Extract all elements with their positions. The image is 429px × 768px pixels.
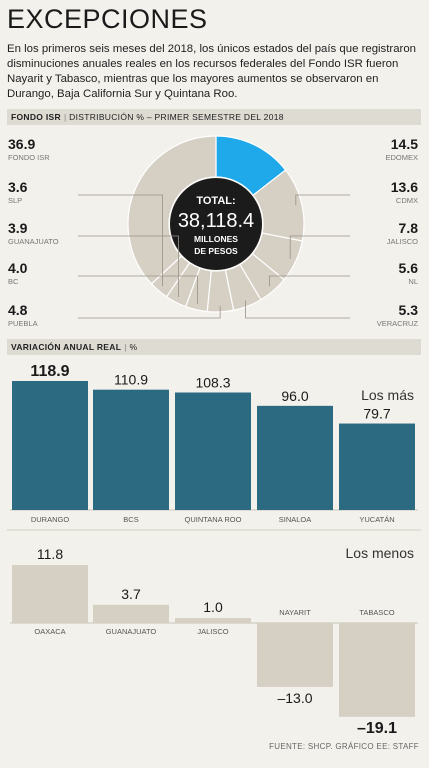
bar-charts: Los más 118.9 DURANGO 110.9 BCS 108.3 QUINTANA… bbox=[7, 363, 421, 737]
los-mas-label: Los más bbox=[361, 387, 414, 403]
bar-value-quintana-roo: 108.3 bbox=[195, 375, 230, 391]
pie-value-guanajuato: 3.9 bbox=[8, 220, 28, 236]
bar-yucatán bbox=[339, 423, 415, 510]
donut-center bbox=[170, 178, 262, 270]
pie-label-nl: NL bbox=[408, 277, 418, 286]
bar-value-sinaloa: 96.0 bbox=[281, 388, 308, 404]
pie-label-jalisco: JALISCO bbox=[387, 237, 418, 246]
leader-line-bc bbox=[78, 275, 199, 304]
pie-value-bc: 4.0 bbox=[8, 260, 28, 276]
total-label: TOTAL: bbox=[196, 195, 235, 207]
leader-line-cdmx bbox=[295, 194, 350, 206]
pie-value-slp: 3.6 bbox=[8, 179, 28, 195]
bar-value-oaxaca: 11.8 bbox=[37, 546, 63, 562]
bar-value-nayarit: –13.0 bbox=[277, 690, 312, 706]
bar-category-yucatán: YUCATÁN bbox=[359, 515, 394, 524]
intro-paragraph: En los primeros seis meses del 2018, los… bbox=[7, 43, 417, 100]
pie-value-nl: 5.6 bbox=[399, 260, 419, 276]
source-note: FUENTE: SHCP. GRÁFICO EE: STAFF bbox=[269, 742, 419, 751]
pie-slice-fondo-isr bbox=[127, 135, 217, 285]
pie-label-fondo-isr: FONDO ISR bbox=[8, 153, 50, 162]
bar-jalisco bbox=[175, 618, 251, 623]
bar-tabasco bbox=[339, 623, 415, 717]
bar-value-yucatán: 79.7 bbox=[363, 406, 390, 422]
pie-value-cdmx: 13.6 bbox=[391, 179, 418, 195]
bar-value-jalisco: 1.0 bbox=[203, 599, 223, 615]
pie-value-edomex: 14.5 bbox=[391, 136, 418, 152]
pie-label-slp: SLP bbox=[8, 196, 22, 205]
bar-category-oaxaca: OAXACA bbox=[34, 627, 65, 636]
bar-durango bbox=[12, 381, 88, 510]
pie-chart: TOTAL: 38,118.4 MILLONES DE PESOS 14.5EDOMEX… bbox=[8, 135, 419, 328]
los-menos-label: Los menos bbox=[346, 545, 414, 561]
bar-value-bcs: 110.9 bbox=[114, 372, 148, 388]
bar-value-durango: 118.9 bbox=[30, 363, 69, 380]
bar-bcs bbox=[93, 389, 169, 510]
leader-line-nl bbox=[269, 275, 350, 287]
bar-category-bcs: BCS bbox=[123, 515, 138, 524]
pie-label-cdmx: CDMX bbox=[396, 196, 418, 205]
bar-nayarit bbox=[257, 623, 333, 687]
pie-label-guanajuato: GUANAJUATO bbox=[8, 237, 59, 246]
bar-value-guanajuato: 3.7 bbox=[121, 586, 141, 602]
bar-category-guanajuato: GUANAJUATO bbox=[106, 627, 157, 636]
bar-category-tabasco: TABASCO bbox=[359, 608, 394, 617]
pie-label-veracruz: VERACRUZ bbox=[377, 319, 419, 328]
bar-oaxaca bbox=[12, 565, 88, 623]
pie-value-puebla: 4.8 bbox=[8, 302, 28, 318]
bar-section-desc: % bbox=[129, 342, 138, 352]
pie-section-key: FONDO ISR bbox=[11, 112, 61, 122]
pie-section-desc: DISTRIBUCIÓN % – PRIMER SEMESTRE DEL 201… bbox=[69, 112, 284, 122]
bar-section-header: VARIACIÓN ANUAL REAL |% bbox=[7, 339, 421, 355]
page-title: EXCEPCIONES bbox=[7, 4, 208, 34]
bar-sinaloa bbox=[257, 405, 333, 510]
leader-line-slp bbox=[78, 194, 163, 287]
bar-category-quintana-roo: QUINTANA ROO bbox=[185, 515, 242, 524]
pie-value-fondo-isr: 36.9 bbox=[8, 136, 35, 152]
pie-label-puebla: PUEBLA bbox=[8, 319, 38, 328]
leader-line-puebla bbox=[78, 305, 221, 319]
leader-line-guanajuato bbox=[78, 235, 179, 297]
bar-category-durango: DURANGO bbox=[31, 515, 70, 524]
bar-guanajuato bbox=[93, 604, 169, 623]
total-value: 38,118.4 bbox=[178, 210, 254, 232]
leader-line-veracruz bbox=[245, 300, 350, 319]
bar-quintana-roo bbox=[175, 392, 251, 510]
bar-category-sinaloa: SINALOA bbox=[279, 515, 312, 524]
pie-section-header: FONDO ISR | DISTRIBUCIÓN % – PRIMER SEMEST… bbox=[7, 109, 421, 125]
pie-label-bc: BC bbox=[8, 277, 19, 286]
bar-category-jalisco: JALISCO bbox=[197, 627, 228, 636]
bar-section-key: VARIACIÓN ANUAL REAL bbox=[11, 342, 122, 352]
pie-label-edomex: EDOMEX bbox=[385, 153, 418, 162]
pie-value-jalisco: 7.8 bbox=[399, 220, 419, 236]
total-unit-2: DE PESOS bbox=[194, 246, 238, 256]
pie-value-veracruz: 5.3 bbox=[399, 302, 419, 318]
total-unit-1: MILLONES bbox=[194, 234, 238, 244]
bar-category-nayarit: NAYARIT bbox=[279, 608, 311, 617]
leader-line-jalisco bbox=[289, 235, 350, 259]
bar-value-tabasco: –19.1 bbox=[357, 720, 397, 737]
